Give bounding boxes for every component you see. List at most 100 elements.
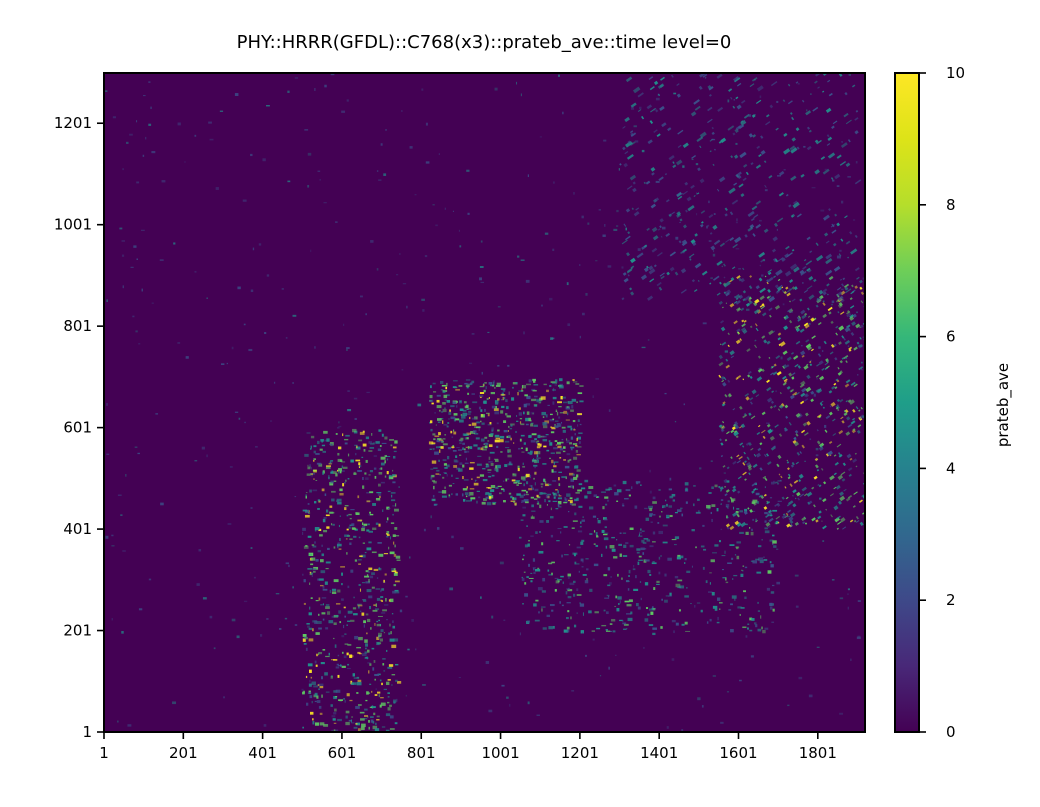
precip-cell (673, 630, 675, 634)
precip-cell (799, 451, 802, 454)
precip-cell (733, 574, 738, 577)
precip-cell (824, 232, 829, 237)
precip-cell (505, 413, 508, 416)
precip-cell (351, 523, 355, 527)
precip-cell (313, 460, 315, 462)
precip-cell (813, 278, 817, 283)
precip-cell (185, 356, 189, 359)
precip-cell (303, 643, 307, 645)
precip-cell (776, 217, 784, 223)
precip-cell (674, 511, 678, 514)
precip-cell (845, 360, 848, 364)
precip-cell (350, 682, 355, 685)
precip-cell (727, 562, 732, 564)
precip-cell (500, 388, 506, 390)
precip-cell (711, 591, 715, 596)
precip-cell (470, 497, 476, 500)
precip-cell (578, 570, 580, 573)
precip-cell (782, 303, 785, 306)
precip-cell (322, 450, 327, 453)
precip-cell (378, 637, 381, 639)
precip-cell (806, 145, 812, 151)
precip-cell (736, 513, 740, 518)
precip-cell (825, 415, 831, 420)
precip-cell (312, 721, 315, 725)
precip-cell (607, 488, 613, 491)
precip-cell (825, 107, 832, 113)
precip-cell (519, 421, 522, 424)
precip-cell (578, 505, 583, 508)
precip-cell (354, 417, 357, 421)
precip-cell (552, 396, 557, 400)
precip-cell (725, 577, 727, 581)
precip-cell (730, 355, 735, 359)
precip-cell (679, 585, 685, 589)
precip-cell (852, 505, 856, 508)
precip-cell (718, 361, 724, 367)
precip-cell (653, 587, 656, 591)
precip-cell (347, 390, 350, 392)
precip-cell (803, 259, 807, 262)
precip-cell (568, 544, 571, 546)
precip-cell (478, 496, 481, 499)
precip-cell (556, 442, 561, 445)
precip-cell (792, 489, 797, 494)
precip-cell (686, 196, 692, 202)
precip-cell (630, 132, 637, 137)
precip-cell (808, 276, 814, 281)
precip-cell (836, 291, 843, 297)
precip-cell (559, 412, 564, 414)
precip-cell (548, 573, 553, 576)
precip-cell (791, 248, 795, 252)
precip-cell (561, 421, 563, 424)
precip-cell (790, 147, 798, 154)
precip-cell (721, 379, 725, 383)
precip-cell (353, 677, 357, 679)
precip-cell (263, 724, 267, 727)
precip-cell (573, 427, 575, 430)
precip-cell (194, 134, 197, 137)
precip-cell (733, 506, 735, 510)
precip-cell (665, 499, 667, 502)
precip-cell (836, 443, 842, 448)
precip-cell (395, 698, 398, 702)
precip-cell (792, 494, 794, 497)
precip-cell (798, 473, 804, 479)
precip-cell (362, 599, 367, 602)
precip-cell (311, 557, 316, 561)
precip-cell (699, 178, 705, 184)
precip-cell (772, 330, 776, 333)
precip-cell (460, 413, 463, 417)
precip-cell (779, 284, 783, 288)
precip-cell (844, 92, 848, 96)
precip-cell (770, 81, 778, 87)
precip-cell (716, 260, 723, 266)
precip-cell (566, 626, 570, 630)
precip-cell (575, 445, 578, 447)
precip-cell (809, 363, 813, 367)
precip-cell (329, 462, 333, 464)
precip-cell (627, 588, 630, 591)
precip-cell (437, 421, 441, 423)
precip-cell (442, 438, 446, 440)
precip-cell (630, 611, 633, 615)
precip-cell (801, 429, 806, 434)
precip-cell (368, 726, 371, 730)
precip-cell (776, 503, 781, 507)
precip-cell (565, 406, 571, 410)
precip-cell (859, 286, 863, 290)
precip-cell (772, 540, 777, 544)
precip-cell (609, 545, 615, 549)
precip-cell (807, 269, 812, 273)
precip-cell (465, 384, 470, 388)
precip-cell (630, 102, 637, 108)
precip-cell (719, 608, 721, 610)
precip-cell (695, 163, 699, 166)
precip-cell (111, 534, 114, 537)
precip-cell (758, 557, 764, 561)
precip-cell (681, 623, 685, 626)
precip-cell (566, 381, 570, 385)
precip-cell (515, 480, 521, 482)
precip-cell (799, 298, 803, 302)
